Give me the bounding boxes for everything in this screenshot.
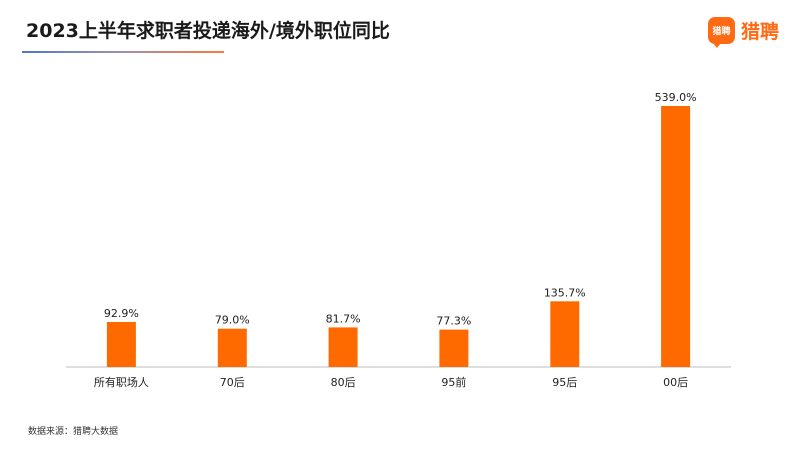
logo-badge-icon: 猎聘: [708, 16, 735, 48]
data-label-4: 135.7%: [544, 286, 586, 299]
x-tick-label-5: 00后: [663, 376, 688, 389]
x-tick-label-2: 80后: [331, 376, 356, 389]
data-label-2: 81.7%: [326, 312, 361, 325]
bar-2: [328, 327, 358, 367]
liepin-logo: 猎聘 猎聘: [708, 15, 780, 48]
data-label-1: 79.0%: [215, 314, 250, 327]
data-labels-group: 92.9% 79.0% 81.7% 77.3% 135.7% 539.0%: [104, 91, 697, 328]
x-tick-label-4: 95后: [552, 376, 577, 389]
tick-labels-group: 所有职场人 70后 80后 95前 95后 00后: [94, 375, 688, 389]
page-title: 2023上半年求职者投递海外/境外职位同比: [26, 20, 390, 42]
data-label-0: 92.9%: [104, 307, 139, 320]
bar-3: [439, 329, 469, 367]
bar-1: [217, 328, 247, 367]
x-tick-label-0: 所有职场人: [94, 375, 149, 389]
data-label-5: 539.0%: [655, 91, 697, 104]
x-tick-label-3: 95前: [441, 375, 466, 389]
bar-0: [106, 322, 136, 367]
bar-4: [550, 301, 580, 367]
bars-group: [106, 106, 691, 367]
logo-badge-text: 猎聘: [712, 26, 731, 37]
title-underline: [22, 51, 224, 53]
data-label-3: 77.3%: [436, 315, 471, 328]
data-source-note: 数据来源：猎聘大数据: [28, 427, 119, 437]
x-tick-label-1: 70后: [220, 376, 245, 389]
bar-5: [661, 106, 691, 367]
logo-text: 猎聘: [741, 20, 780, 43]
